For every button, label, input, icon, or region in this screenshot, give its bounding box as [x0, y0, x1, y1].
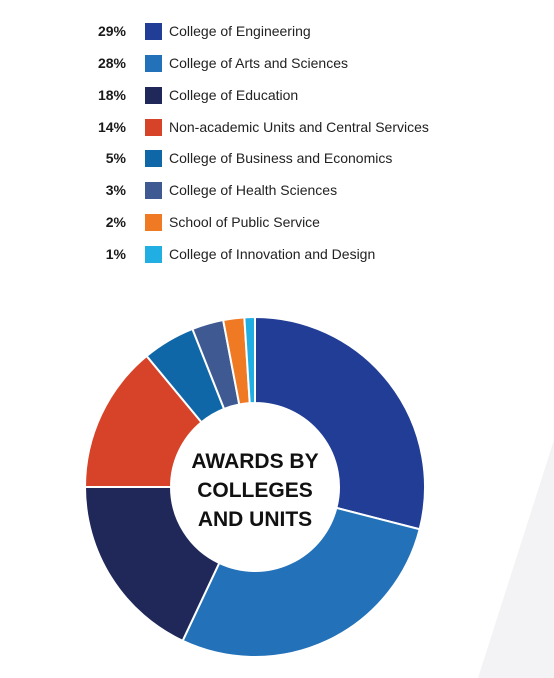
- chart-legend: 29% College of Engineering 28% College o…: [0, 0, 554, 270]
- legend-item-non-academic: 14% Non-academic Units and Central Servi…: [0, 118, 554, 138]
- legend-value: 18%: [97, 87, 126, 103]
- legend-label: College of Innovation and Design: [169, 246, 376, 262]
- legend-swatch: [145, 150, 162, 167]
- legend-item-education: 18% College of Education: [0, 86, 554, 106]
- legend-label: College of Education: [169, 87, 299, 103]
- legend-value: 29%: [97, 23, 126, 39]
- legend-label: Non-academic Units and Central Services: [169, 119, 429, 135]
- legend-swatch: [145, 246, 162, 263]
- legend-swatch: [145, 182, 162, 199]
- legend-item-business-economics: 5% College of Business and Economics: [0, 149, 554, 169]
- donut-hole: [171, 403, 339, 571]
- legend-item-public-service: 2% School of Public Service: [0, 213, 554, 233]
- legend-label: College of Health Sciences: [169, 182, 338, 198]
- chart-title-line: COLLEGES: [197, 479, 313, 502]
- chart-title-line: AND UNITS: [197, 508, 313, 531]
- legend-value: 3%: [105, 182, 126, 198]
- legend-label: College of Arts and Sciences: [169, 55, 348, 71]
- chart-title-line: AWARDS BY: [191, 450, 319, 473]
- legend-label: College of Engineering: [169, 23, 311, 39]
- legend-swatch: [145, 87, 162, 104]
- legend-label: College of Business and Economics: [169, 150, 393, 166]
- legend-item-arts-sciences: 28% College of Arts and Sciences: [0, 54, 554, 74]
- legend-swatch: [145, 23, 162, 40]
- legend-value: 14%: [97, 119, 126, 135]
- legend-label: School of Public Service: [169, 214, 320, 230]
- legend-value: 5%: [105, 150, 126, 166]
- legend-swatch: [145, 55, 162, 72]
- legend-value: 2%: [105, 214, 126, 230]
- chart-title: AWARDS BY COLLEGES AND UNITS: [155, 447, 355, 534]
- legend-item-innovation-design: 1% College of Innovation and Design: [0, 245, 554, 265]
- legend-item-engineering: 29% College of Engineering: [0, 22, 554, 42]
- legend-swatch: [145, 214, 162, 231]
- legend-swatch: [145, 119, 162, 136]
- legend-item-health-sciences: 3% College of Health Sciences: [0, 181, 554, 201]
- legend-value: 1%: [105, 246, 126, 262]
- legend-value: 28%: [97, 55, 126, 71]
